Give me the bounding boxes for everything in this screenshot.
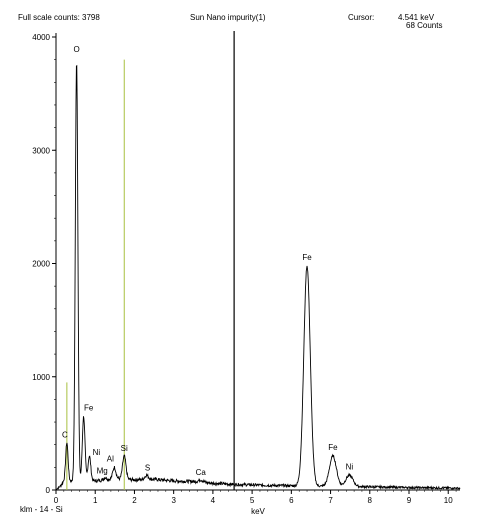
- x-tick-label: 2: [132, 496, 137, 505]
- cursor-counts-readout: 68 Counts: [406, 21, 443, 30]
- sample-name: klm - 14 - Si: [20, 505, 63, 514]
- x-tick-label: 10: [444, 496, 453, 505]
- y-tick-label: 0: [46, 486, 51, 495]
- peak-label-o: O: [73, 45, 79, 54]
- peak-label-ca: Ca: [196, 468, 207, 477]
- peak-label-fe: Fe: [302, 253, 312, 262]
- x-tick-label: 1: [93, 496, 98, 505]
- spectrum-title: Sun Nano impurity(1): [190, 13, 266, 22]
- cursor-kev-readout: 4.541 keV: [398, 13, 435, 22]
- y-tick-label: 3000: [32, 146, 50, 155]
- peak-label-al: Al: [107, 454, 114, 463]
- spectrum-line: [55, 64, 461, 491]
- cursor-label: Cursor:: [348, 13, 375, 22]
- y-tick-label: 4000: [32, 33, 50, 42]
- peak-label-mg: Mg: [97, 467, 108, 476]
- peak-label-fe: Fe: [328, 443, 338, 452]
- x-tick-label: 6: [289, 496, 294, 505]
- peak-label-ni: Ni: [93, 448, 101, 457]
- x-tick-label: 3: [171, 496, 176, 505]
- x-tick-label: 9: [407, 496, 412, 505]
- y-tick-label: 1000: [32, 373, 50, 382]
- x-tick-label: 5: [250, 496, 255, 505]
- x-tick-label: 4: [211, 496, 216, 505]
- peak-label-ni: Ni: [346, 462, 354, 471]
- x-tick-label: 8: [368, 496, 373, 505]
- peak-label-c: C: [62, 430, 68, 439]
- peak-label-s: S: [145, 463, 150, 472]
- full-scale-counts: Full scale counts: 3798: [18, 13, 100, 22]
- x-axis-label: keV: [251, 507, 265, 515]
- x-tick-label: 0: [54, 496, 59, 505]
- peak-label-fe: Fe: [84, 403, 94, 412]
- x-tick-label: 7: [328, 496, 333, 505]
- peak-label-si: Si: [121, 444, 128, 453]
- y-tick-label: 2000: [32, 260, 50, 269]
